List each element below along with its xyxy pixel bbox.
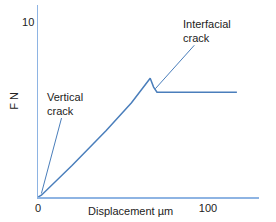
svg-text:100: 100 <box>199 202 217 214</box>
svg-text:F N: F N <box>8 92 20 110</box>
svg-text:Displacement µm: Displacement µm <box>88 205 173 217</box>
svg-text:0: 0 <box>35 202 41 214</box>
svg-text:Verticalcrack: Verticalcrack <box>47 91 83 117</box>
svg-text:Interfacialcrack: Interfacialcrack <box>183 18 231 44</box>
svg-text:10: 10 <box>22 16 34 28</box>
